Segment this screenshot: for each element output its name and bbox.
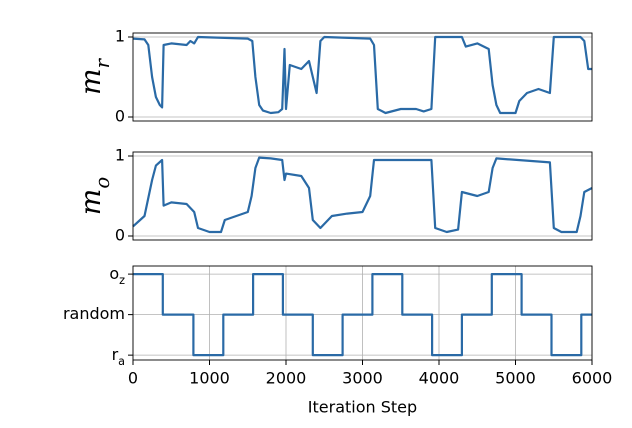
x-tick-label: 2000	[266, 369, 307, 388]
data-line	[132, 156, 593, 234]
x-axis-label: Iteration Step	[308, 398, 417, 417]
y-tick-label: oz	[109, 264, 125, 287]
x-tick-label: 6000	[572, 369, 613, 388]
y-axis-label: mr	[74, 57, 115, 95]
x-tick-label: 3000	[342, 369, 383, 388]
x-tick-label: 4000	[419, 369, 460, 388]
y-tick-label: 0	[115, 107, 125, 126]
x-tick-label: 0	[128, 369, 138, 388]
plot-frame	[132, 32, 593, 122]
plot-frame	[132, 151, 593, 241]
y-tick-label: 0	[115, 226, 125, 245]
data-line	[133, 273, 592, 357]
data-line	[132, 35, 592, 115]
y-tick-label: random	[63, 304, 125, 323]
y-tick-label: 1	[115, 27, 125, 46]
y-axis-label: mo	[74, 177, 115, 215]
x-tick-label: 5000	[495, 369, 536, 388]
y-tick-label: ra	[112, 345, 125, 368]
x-tick-label: 1000	[189, 369, 230, 388]
y-tick-label: 1	[115, 146, 125, 165]
plot-frame	[132, 265, 593, 361]
